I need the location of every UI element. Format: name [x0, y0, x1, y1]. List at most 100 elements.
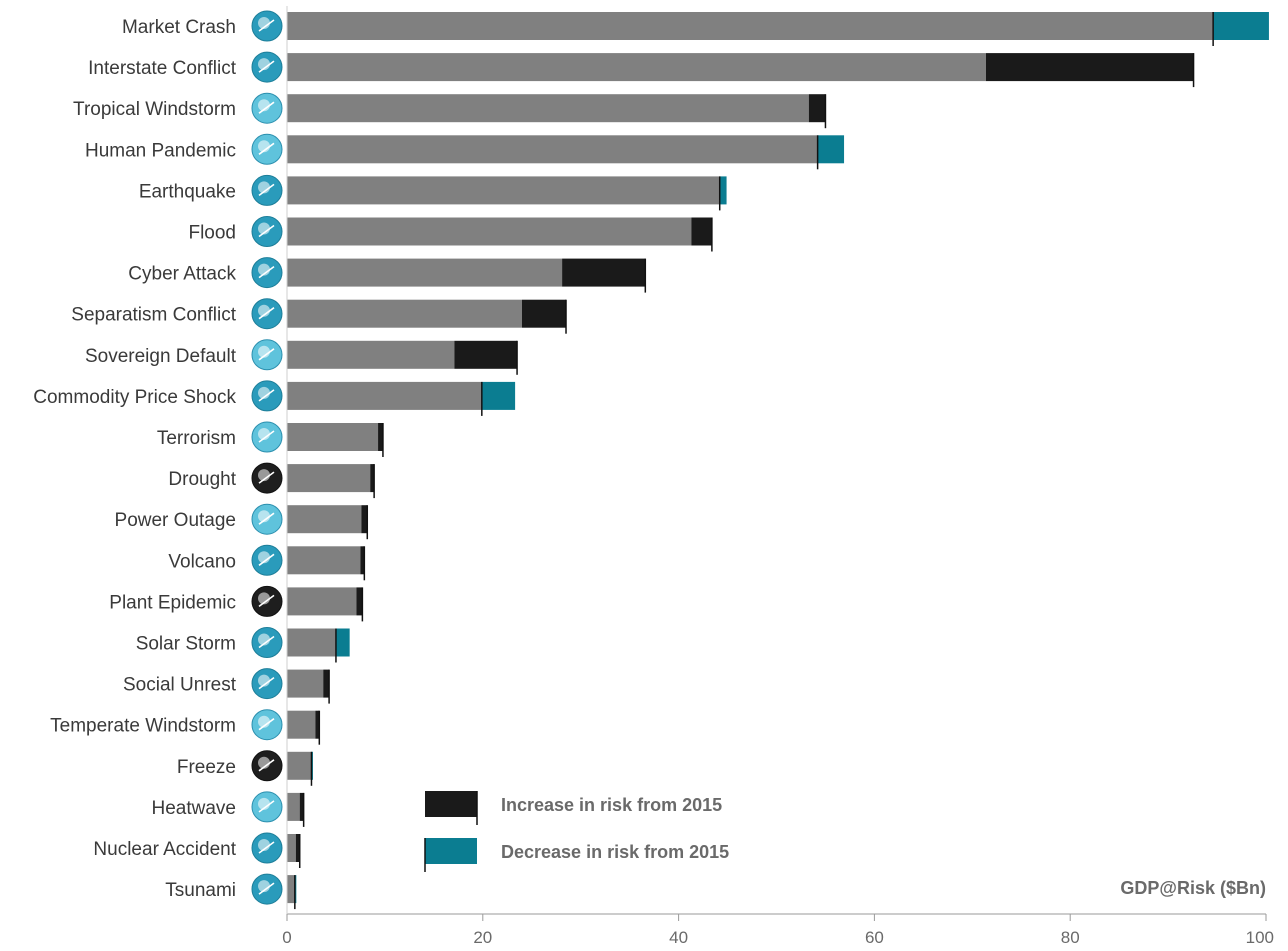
plant-epidemic-icon — [251, 585, 283, 617]
x-tick-label-20: 20 — [473, 928, 492, 947]
x-axis: 0 20 40 60 80 100 — [282, 6, 1274, 947]
tropical-windstorm-icon — [251, 92, 283, 124]
bar-change-temperate-windstorm — [315, 710, 320, 739]
solar-storm-icon — [251, 627, 283, 658]
bar-base-drought — [287, 464, 371, 493]
bar-change-commodity-price-shock — [481, 381, 516, 410]
category-label-nuclear-accident: Nuclear Accident — [93, 839, 236, 860]
temperate-windstorm-icon — [251, 709, 283, 741]
bar-change-market-crash — [1213, 12, 1269, 40]
freeze-icon — [251, 750, 283, 782]
bar-change-power-outage — [361, 505, 368, 534]
category-label-earthquake: Earthquake — [139, 181, 236, 202]
sovereign-default-icon — [251, 339, 283, 371]
bar-change-interstate-conflict — [986, 53, 1194, 82]
earthquake-icon — [251, 174, 283, 206]
heatwave-icon — [251, 791, 283, 823]
bar-base-human-pandemic — [287, 135, 818, 164]
category-label-sovereign-default: Sovereign Default — [85, 346, 237, 367]
bar-base-terrorism — [287, 423, 379, 451]
tsunami-icon — [251, 873, 283, 905]
bar-change-social-unrest — [323, 669, 330, 698]
legend-swatch-decrease — [425, 838, 477, 864]
legend-label-decrease: Decrease in risk from 2015 — [501, 842, 729, 862]
terrorism-icon — [251, 421, 283, 453]
bar-base-plant-epidemic — [287, 587, 357, 616]
bar-change-separatism-conflict — [521, 299, 567, 328]
bar-base-interstate-conflict — [287, 53, 987, 82]
category-label-interstate-conflict: Interstate Conflict — [88, 58, 237, 79]
bar-base-earthquake — [287, 176, 720, 205]
category-label-tsunami: Tsunami — [165, 880, 236, 901]
bar-change-earthquake — [719, 176, 727, 205]
x-tick-label-80: 80 — [1061, 928, 1080, 947]
category-label-volcano: Volcano — [168, 551, 236, 572]
bar-base-power-outage — [287, 505, 362, 534]
bar-change-sovereign-default — [454, 340, 518, 369]
category-label-drought: Drought — [168, 469, 236, 490]
bar-change-drought — [370, 464, 375, 493]
category-icons — [251, 10, 283, 905]
social-unrest-icon — [251, 668, 283, 700]
legend-label-increase: Increase in risk from 2015 — [501, 795, 722, 815]
category-label-heatwave: Heatwave — [152, 798, 237, 819]
bar-base-social-unrest — [287, 669, 324, 698]
commodity-price-shock-icon — [251, 380, 283, 412]
bar-change-human-pandemic — [817, 135, 845, 164]
bar-change-heatwave — [299, 792, 304, 821]
bars-layer — [287, 12, 1269, 910]
x-tick-label-60: 60 — [865, 928, 884, 947]
category-label-social-unrest: Social Unrest — [123, 675, 237, 696]
bar-change-flood — [691, 217, 712, 246]
flood-icon — [251, 216, 283, 247]
bar-change-tropical-windstorm — [808, 94, 826, 123]
bar-change-solar-storm — [335, 628, 350, 657]
power-outage-icon — [251, 503, 283, 535]
bar-change-terrorism — [378, 423, 383, 451]
bar-base-solar-storm — [287, 628, 336, 657]
category-label-solar-storm: Solar Storm — [136, 634, 236, 655]
bar-base-commodity-price-shock — [287, 381, 482, 410]
drought-icon — [251, 462, 283, 494]
bar-change-plant-epidemic — [356, 587, 363, 616]
bar-base-temperate-windstorm — [287, 710, 316, 739]
category-label-separatism-conflict: Separatism Conflict — [71, 305, 236, 326]
category-label-tropical-windstorm: Tropical Windstorm — [73, 99, 236, 120]
category-label-market-crash: Market Crash — [122, 17, 236, 38]
category-label-power-outage: Power Outage — [115, 510, 236, 531]
separatism-conflict-icon — [251, 298, 283, 330]
category-label-terrorism: Terrorism — [157, 428, 236, 449]
bar-base-separatism-conflict — [287, 299, 522, 328]
unit-label: GDP@Risk ($Bn) — [1120, 878, 1266, 898]
bar-base-freeze — [287, 751, 312, 780]
category-label-flood: Flood — [188, 223, 236, 244]
bar-base-sovereign-default — [287, 340, 455, 369]
bar-change-cyber-attack — [562, 258, 646, 287]
category-labels: Market Crash Interstate Conflict Tropical … — [33, 17, 236, 901]
bar-base-flood — [287, 217, 692, 246]
bar-base-market-crash — [287, 12, 1214, 40]
nuclear-accident-icon — [251, 832, 283, 864]
bar-change-nuclear-accident — [295, 834, 300, 862]
legend-swatch-increase — [425, 791, 477, 817]
category-label-human-pandemic: Human Pandemic — [85, 140, 236, 161]
bar-base-volcano — [287, 546, 361, 575]
category-label-freeze: Freeze — [177, 757, 236, 778]
human-pandemic-icon — [251, 133, 283, 165]
cyber-attack-icon — [251, 257, 283, 289]
legend: Increase in risk from 2015 Decrease in ri… — [424, 791, 729, 872]
x-tick-label-100: 100 — [1246, 928, 1274, 947]
x-tick-label-40: 40 — [669, 928, 688, 947]
category-label-plant-epidemic: Plant Epidemic — [109, 592, 236, 613]
category-label-temperate-windstorm: Temperate Windstorm — [50, 716, 236, 737]
x-tick-label-0: 0 — [282, 928, 291, 947]
bar-change-volcano — [360, 546, 365, 575]
bar-base-heatwave — [287, 792, 300, 821]
volcano-icon — [251, 544, 283, 576]
interstate-conflict-icon — [251, 51, 283, 83]
bar-base-tropical-windstorm — [287, 94, 809, 123]
category-label-cyber-attack: Cyber Attack — [128, 264, 236, 285]
market-crash-icon — [251, 10, 283, 42]
